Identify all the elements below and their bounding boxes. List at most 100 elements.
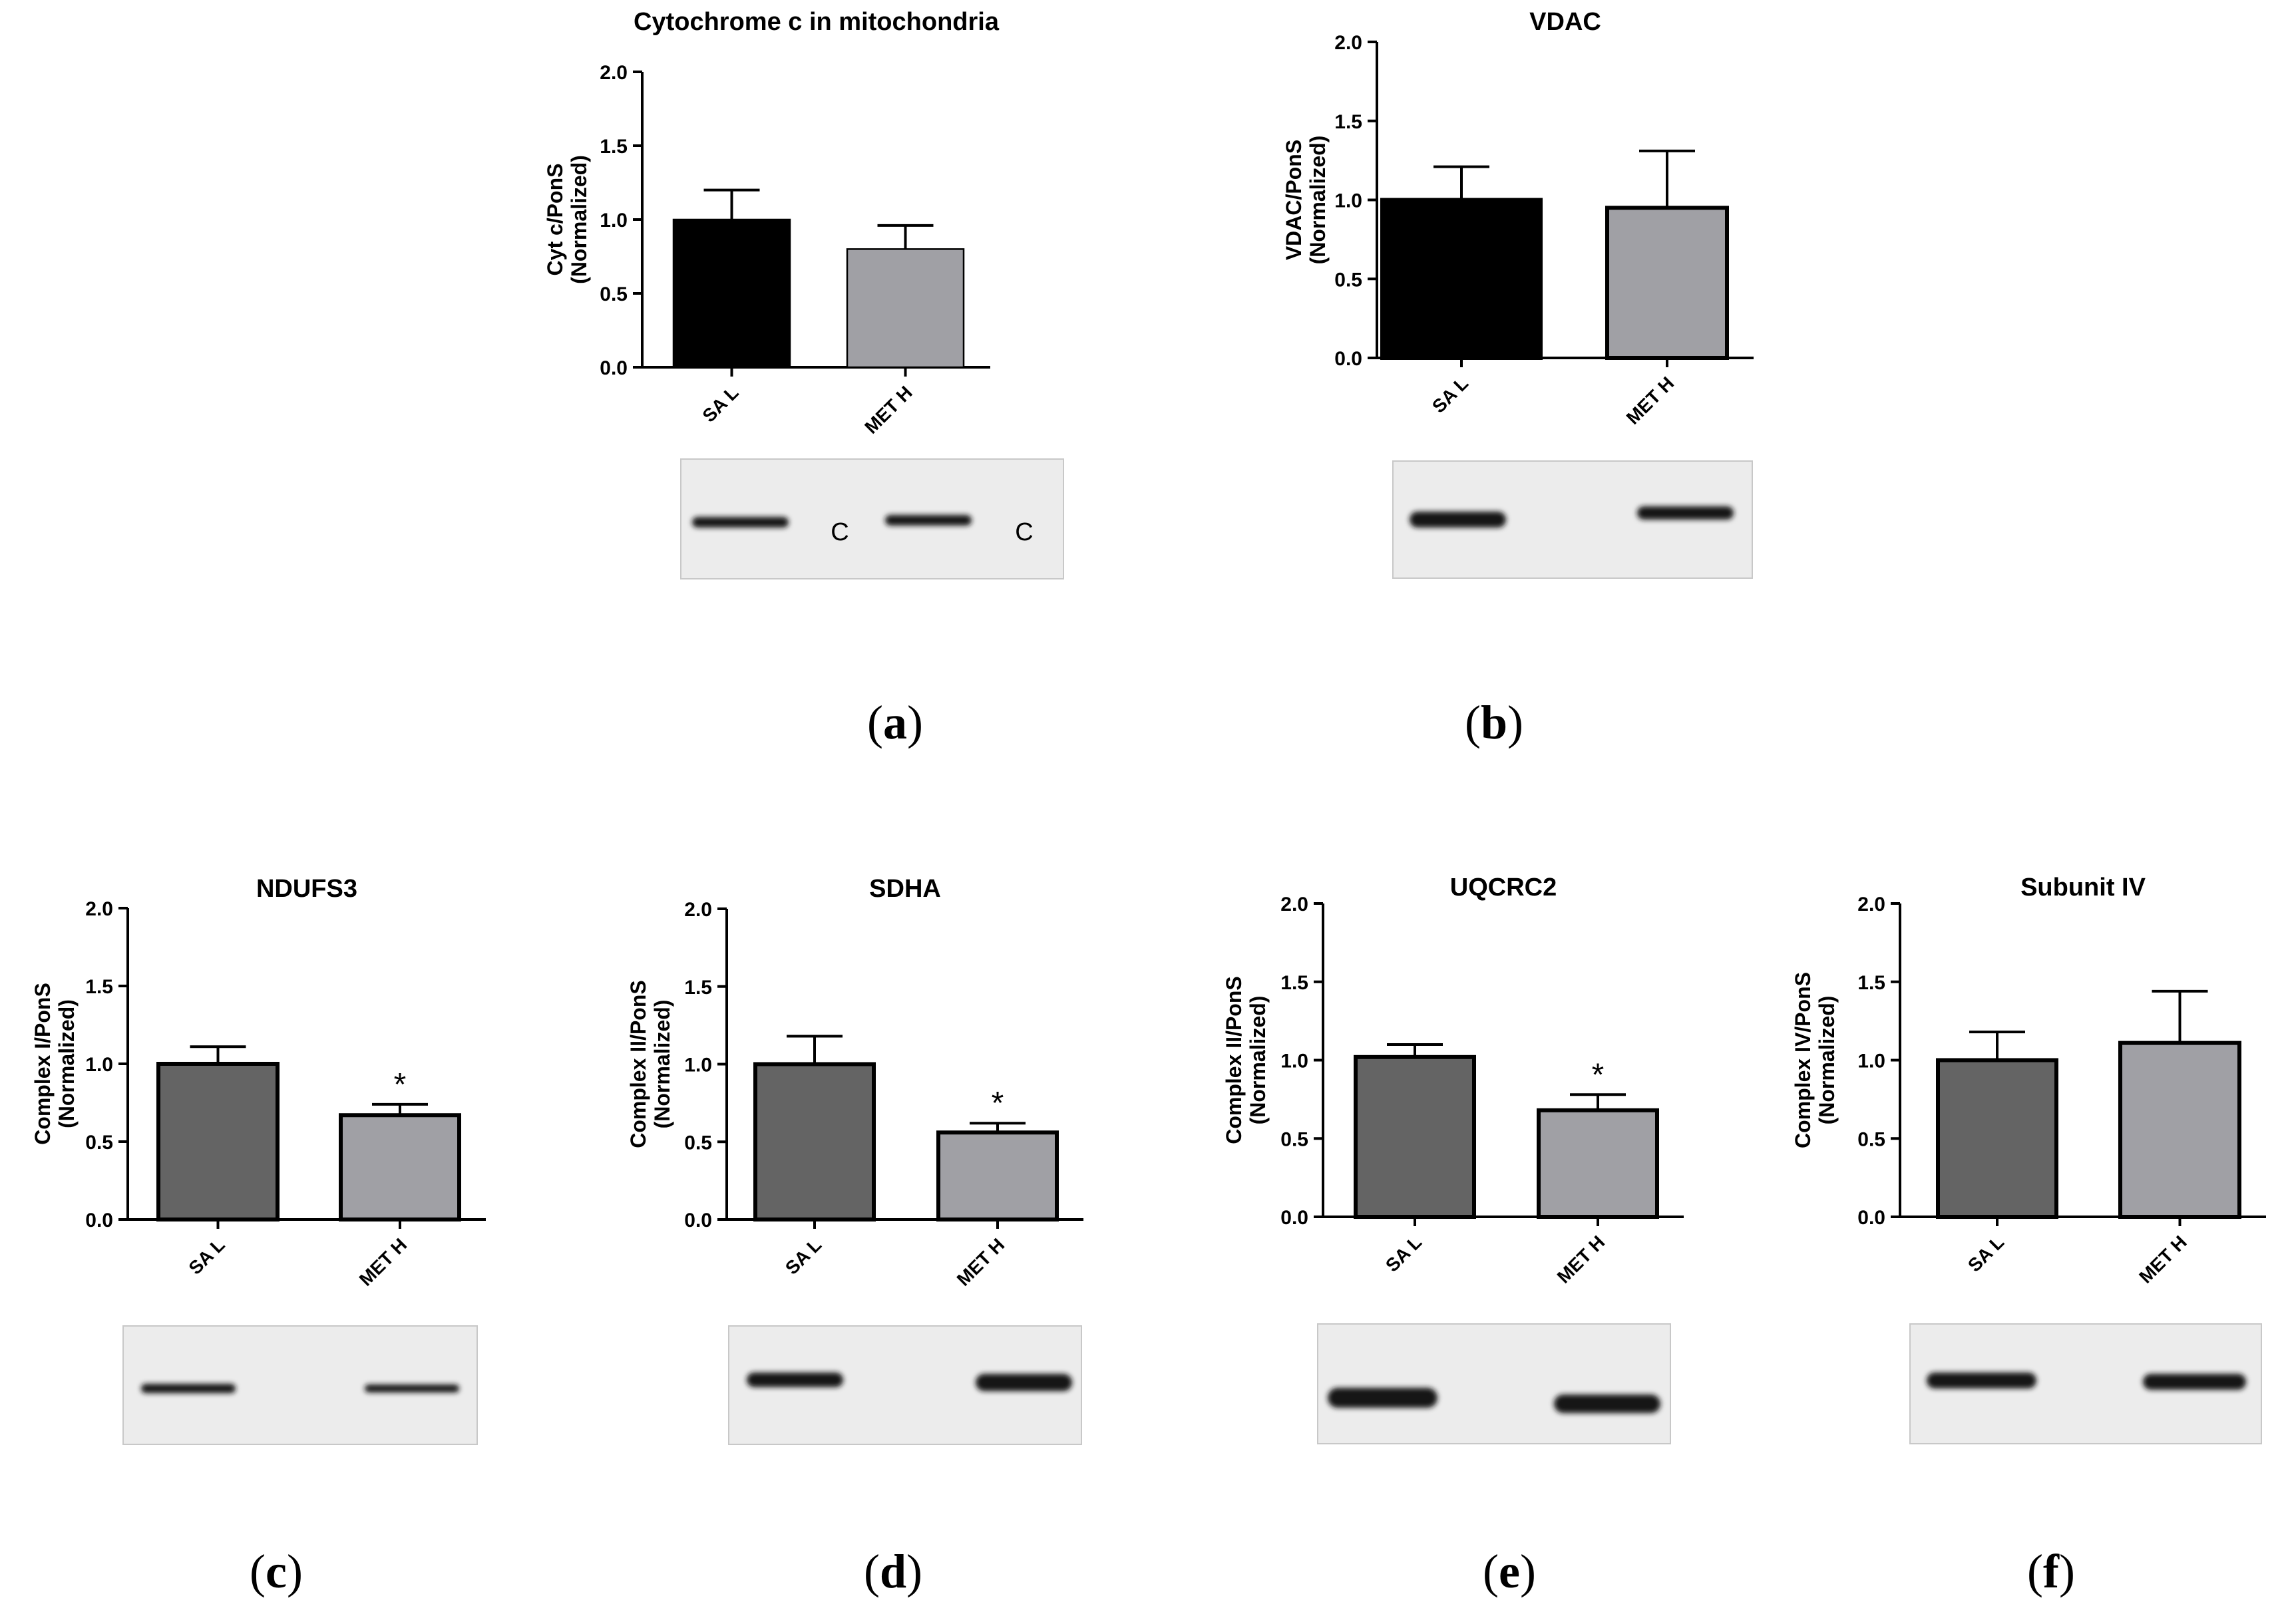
bar-met-h (1605, 206, 1729, 360)
panel-label-letter: b (1481, 696, 1507, 749)
chart-panel-3: NDUFS3 0.0 0.5 1.0 1.5 2.0 Complex I/PonS(Norm… (31, 875, 486, 1598)
panel-label-letter: e (1499, 1545, 1520, 1598)
blot-lane-label: C (831, 518, 849, 546)
y-axis-label: Cyt c/PonS(Normalized) (543, 155, 591, 284)
western-blot-image (1392, 460, 1753, 579)
y-tick-label: 2.0 (600, 62, 628, 84)
chart-title: Cytochrome c in mitochondria (634, 8, 1000, 36)
y-axis-label-line: (Normalized) (650, 1000, 674, 1129)
y-tick-label: 0.5 (684, 1132, 712, 1154)
y-axis-label-line: (Normalized) (1246, 996, 1270, 1125)
y-tick-label: 0.0 (1280, 1207, 1308, 1229)
y-tick-label: 1.0 (600, 210, 628, 232)
panel-label-paren: ) (906, 1545, 922, 1598)
blot-lane-label: C (1015, 518, 1033, 546)
bar-sa-l (753, 1062, 876, 1221)
panel-label-paren: ) (2059, 1545, 2075, 1598)
y-tick-label: 0.0 (600, 357, 628, 379)
y-tick-label: 0.5 (1334, 269, 1362, 291)
chart-panel-1: Cytochrome c in mitochondria 0.0 0.5 1.0 1.5… (543, 8, 1064, 749)
y-tick-label: 2.0 (684, 899, 712, 921)
panel-label-letter: f (2043, 1545, 2060, 1598)
y-axis-label-line: Complex II/PonS (1222, 976, 1246, 1144)
chart-title: VDAC (1529, 8, 1601, 36)
bar-sa-l (156, 1062, 280, 1221)
y-axis-label-line: Complex IV/PonS (1791, 972, 1815, 1148)
significance-marker: * (394, 1067, 407, 1102)
panel-label-paren: ( (864, 1545, 880, 1598)
panel-label-letter: a (883, 696, 907, 749)
significance-marker: * (1592, 1057, 1605, 1092)
bar-sa-l (1354, 1055, 1476, 1219)
y-axis-label: VDAC/PonS(Normalized) (1282, 136, 1330, 265)
bar-sa-l (1380, 198, 1543, 360)
y-tick-label: 1.5 (684, 977, 712, 999)
blot-band (2143, 1374, 2246, 1390)
y-tick-label: 2.0 (85, 898, 113, 920)
blot-band (692, 517, 789, 528)
panel-label: (b) (1465, 696, 1523, 749)
chart-panel-5: UQCRC2 0.0 0.5 1.0 1.5 2.0 Complex II/PonS(Nor… (1222, 874, 1684, 1598)
chart-title: NDUFS3 (256, 875, 357, 903)
bar-met-h (339, 1113, 461, 1221)
panel-label-paren: ( (1483, 1545, 1499, 1598)
panel-label-letter: c (266, 1545, 287, 1598)
panel-label: (c) (250, 1545, 303, 1598)
y-axis-label: Complex II/PonS(Normalized) (626, 980, 674, 1148)
blot-band (1637, 506, 1734, 520)
y-tick-label: 0.5 (85, 1132, 113, 1154)
blot-band (976, 1374, 1072, 1391)
bar-met-h (2118, 1041, 2241, 1219)
y-tick-label: 1.0 (1857, 1051, 1885, 1072)
panel-label: (e) (1483, 1545, 1536, 1598)
panel-label-paren: ( (867, 696, 883, 749)
chart-title: UQCRC2 (1450, 874, 1557, 901)
y-tick-label: 0.0 (85, 1210, 113, 1231)
y-axis-label-line: (Normalized) (1306, 136, 1330, 265)
western-blot-image (1909, 1323, 2262, 1444)
blot-band (747, 1373, 843, 1387)
y-tick-label: 1.0 (1334, 190, 1362, 212)
y-axis-label-line: (Normalized) (1815, 996, 1839, 1125)
y-tick-label: 1.5 (1857, 972, 1885, 994)
y-axis-label-line: Cyt c/PonS (543, 164, 567, 276)
y-axis-label: Complex IV/PonS(Normalized) (1791, 972, 1839, 1148)
y-tick-label: 1.5 (1280, 972, 1308, 994)
chart-title: Subunit IV (2020, 874, 2146, 901)
blot-band (1410, 512, 1506, 528)
blot-band (1328, 1388, 1437, 1408)
panel-label-paren: ( (250, 1545, 266, 1598)
bar-met-h (1537, 1108, 1659, 1219)
y-tick-label: 2.0 (1857, 893, 1885, 915)
chart-panel-6: Subunit IV 0.0 0.5 1.0 1.5 2.0 Complex IV/PonS… (1791, 874, 2266, 1598)
panel-label: (a) (867, 696, 923, 749)
y-tick-label: 0.0 (684, 1210, 712, 1231)
y-tick-label: 1.5 (85, 976, 113, 998)
y-tick-label: 0.0 (1334, 348, 1362, 370)
panel-label-letter: d (880, 1545, 906, 1598)
blot-band (365, 1384, 459, 1392)
y-axis-label-line: (Normalized) (55, 999, 79, 1128)
blot-band (141, 1384, 236, 1393)
y-axis-label: Complex II/PonS(Normalized) (1222, 976, 1270, 1144)
bar-sa-l (1936, 1058, 2058, 1219)
panel-label: (d) (864, 1545, 922, 1598)
bar-met-h (846, 248, 965, 369)
y-tick-label: 0.5 (1857, 1128, 1885, 1150)
y-tick-label: 1.5 (600, 136, 628, 158)
blot-band (885, 515, 972, 526)
western-blot-image (728, 1325, 1082, 1445)
y-tick-label: 0.5 (1280, 1128, 1308, 1150)
panel-label-paren: ) (907, 696, 923, 749)
western-blot-image (1317, 1323, 1671, 1444)
panel-label-paren: ) (1507, 696, 1523, 749)
bar-sa-l (672, 218, 791, 369)
y-tick-label: 1.5 (1334, 111, 1362, 133)
western-blot-image (122, 1325, 478, 1445)
panel-label-paren: ( (2027, 1545, 2043, 1598)
y-tick-label: 1.0 (684, 1055, 712, 1076)
y-tick-label: 2.0 (1280, 893, 1308, 915)
y-axis-label-line: VDAC/PonS (1282, 140, 1306, 260)
